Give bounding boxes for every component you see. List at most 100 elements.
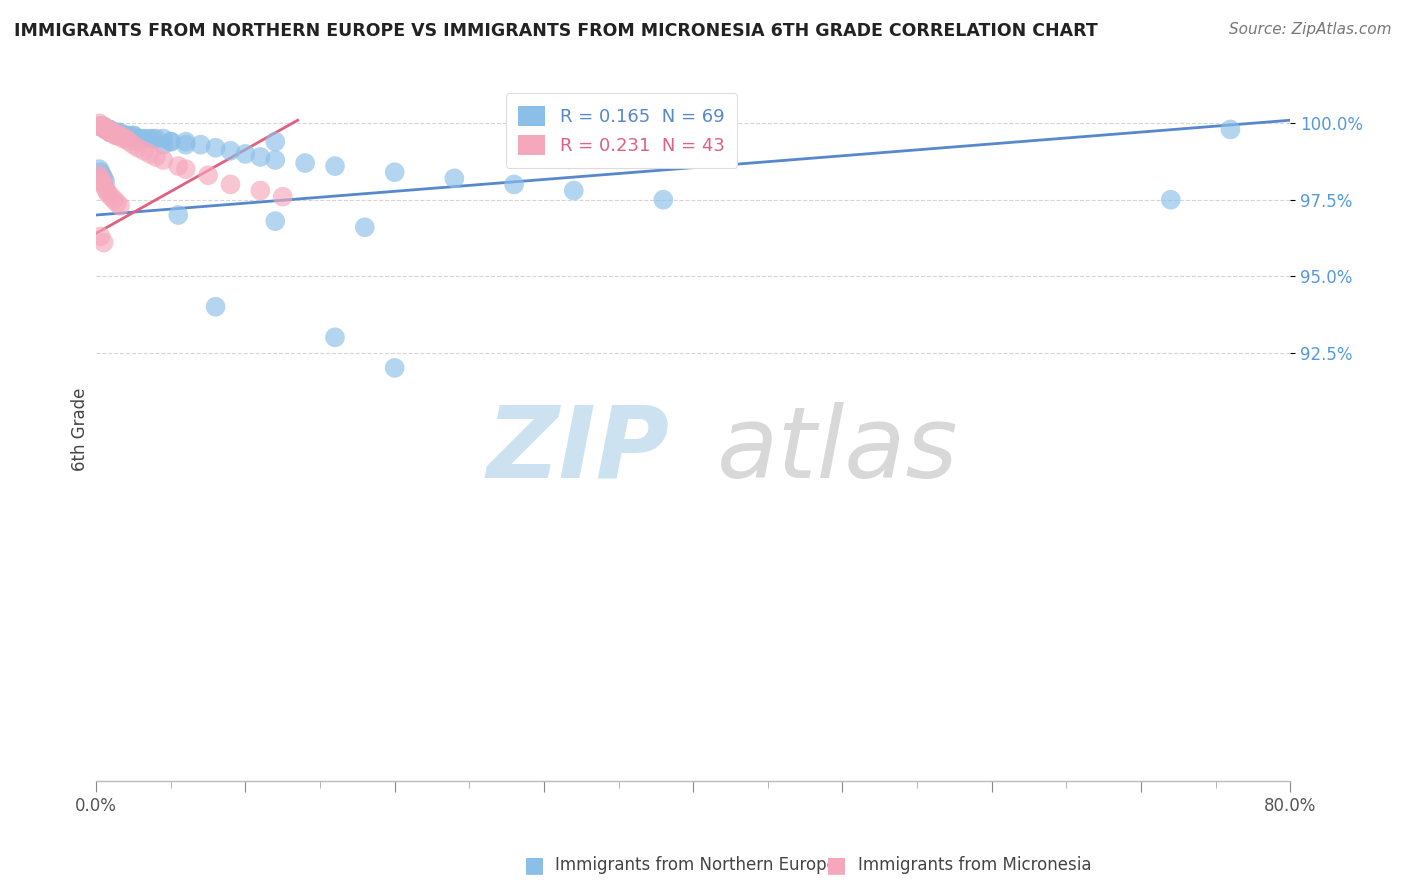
Point (138, 131, 160, 145)
Point (142, 131, 165, 145)
Point (104, 128, 127, 143)
Point (107, 128, 129, 143)
Point (103, 126, 125, 140)
Text: IMMIGRANTS FROM NORTHERN EUROPE VS IMMIGRANTS FROM MICRONESIA 6TH GRADE CORRELAT: IMMIGRANTS FROM NORTHERN EUROPE VS IMMIG… (14, 22, 1098, 40)
Point (108, 128, 131, 143)
Point (90, 165, 112, 179)
Point (94, 122, 117, 136)
Point (96, 122, 118, 136)
Point (122, 128, 145, 143)
Point (152, 153, 174, 167)
Point (249, 150, 271, 164)
Point (100, 126, 122, 140)
Point (115, 128, 138, 143)
Point (112, 131, 135, 145)
Text: ■: ■ (524, 855, 544, 875)
Point (91, 120, 114, 134)
Point (97, 122, 120, 136)
Point (100, 126, 122, 140)
Point (204, 300, 226, 314)
Point (94, 180, 117, 194)
Point (103, 126, 125, 140)
Point (103, 193, 125, 207)
Point (167, 208, 190, 222)
Point (91, 174, 114, 188)
Point (97, 122, 120, 136)
Point (94, 174, 117, 188)
Point (152, 137, 174, 152)
Point (93, 235, 115, 250)
Point (93, 120, 115, 134)
Point (112, 128, 135, 143)
Point (108, 126, 131, 140)
Point (132, 131, 155, 145)
Point (101, 126, 124, 140)
Point (110, 128, 132, 143)
Point (112, 128, 135, 143)
Point (167, 159, 190, 173)
Point (353, 220, 375, 235)
Point (91, 120, 114, 134)
Point (235, 146, 257, 161)
Point (105, 126, 128, 140)
Point (107, 128, 129, 143)
Point (108, 128, 131, 143)
Point (115, 131, 138, 145)
Point (264, 153, 287, 167)
Point (323, 330, 346, 344)
Text: ■: ■ (827, 855, 846, 875)
Point (122, 128, 145, 143)
Point (190, 137, 212, 152)
Point (264, 135, 287, 149)
Point (93, 120, 115, 134)
Text: Immigrants from Northern Europe: Immigrants from Northern Europe (555, 856, 837, 874)
Point (96, 122, 118, 136)
Point (503, 178, 526, 192)
Point (98, 126, 121, 140)
Point (443, 171, 465, 186)
Point (145, 131, 167, 145)
Point (100, 189, 122, 203)
Point (90, 120, 112, 134)
Point (197, 168, 219, 182)
Point (1219, 122, 1241, 136)
Point (1160, 193, 1182, 207)
Point (89, 162, 111, 177)
Point (652, 193, 675, 207)
Point (90, 171, 112, 186)
Point (100, 126, 122, 140)
Point (90, 120, 112, 134)
Text: Immigrants from Micronesia: Immigrants from Micronesia (858, 856, 1091, 874)
Point (94, 122, 117, 136)
Point (562, 184, 585, 198)
Point (93, 171, 115, 186)
Point (97, 186, 120, 201)
Point (90, 229, 112, 244)
Point (98, 122, 121, 136)
Point (127, 131, 149, 145)
Point (122, 137, 145, 152)
Point (174, 137, 197, 152)
Point (204, 141, 226, 155)
Point (105, 128, 128, 143)
Point (103, 126, 125, 140)
Point (264, 214, 287, 228)
Point (114, 128, 136, 143)
Point (96, 184, 118, 198)
Point (89, 116, 111, 130)
Point (105, 126, 128, 140)
Text: atlas: atlas (717, 401, 959, 499)
Point (139, 146, 162, 161)
Text: Source: ZipAtlas.com: Source: ZipAtlas.com (1229, 22, 1392, 37)
Point (219, 178, 242, 192)
Point (105, 195, 128, 210)
Point (249, 184, 271, 198)
Point (159, 135, 181, 149)
Point (108, 199, 131, 213)
Point (91, 168, 114, 182)
Point (132, 144, 155, 158)
Text: ZIP: ZIP (486, 401, 669, 499)
Y-axis label: 6th Grade: 6th Grade (72, 387, 89, 471)
Point (89, 120, 111, 134)
Point (174, 135, 197, 149)
